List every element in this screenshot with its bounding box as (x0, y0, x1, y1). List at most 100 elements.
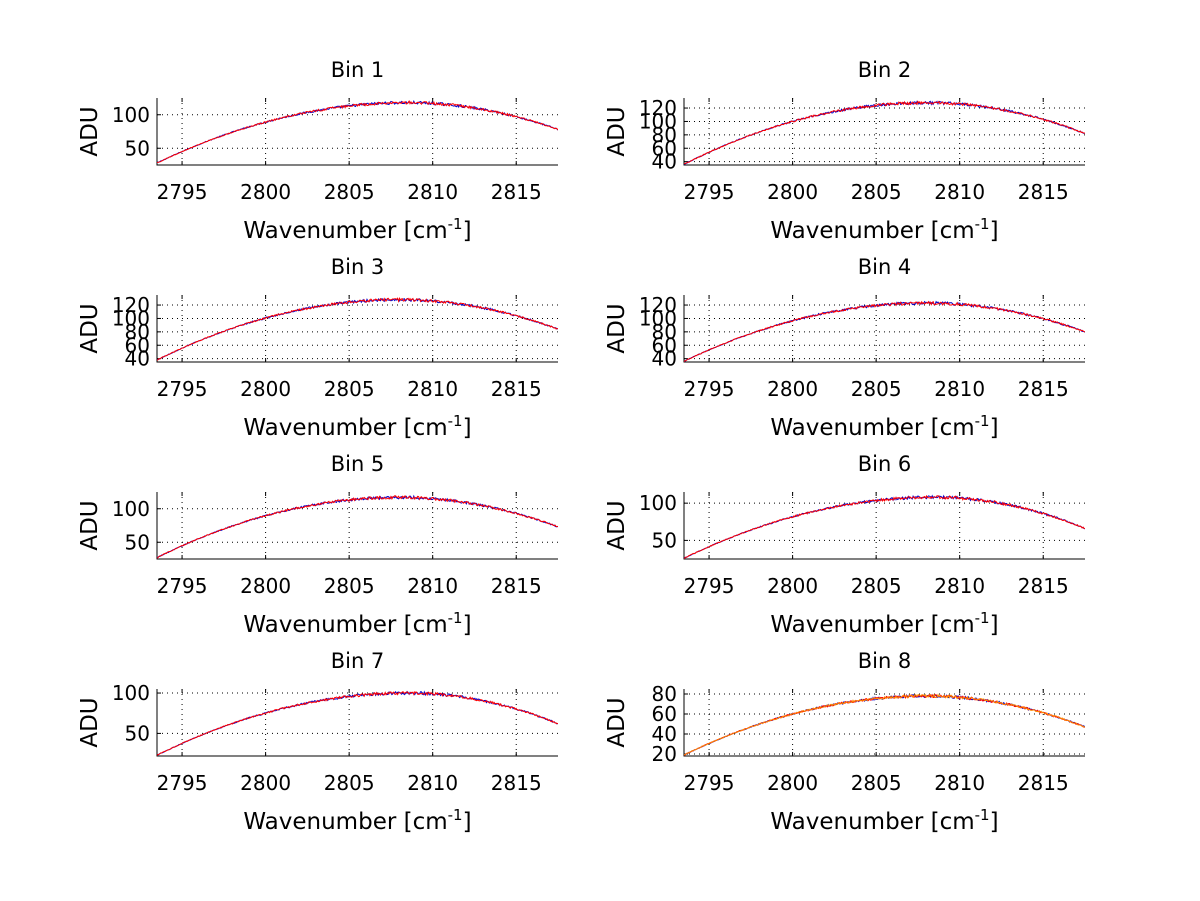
y-tick-label: 80 (652, 682, 677, 706)
x-tick-label: 2815 (1018, 180, 1069, 204)
y-tick-label: 80 (652, 123, 677, 147)
y-tick-label: 100 (112, 497, 150, 521)
axes (683, 492, 1085, 560)
y-tick-label: 120 (639, 293, 677, 317)
x-axis-label: Wavenumber [cm-1] (770, 609, 998, 638)
y-tick-label: 20 (652, 742, 677, 766)
x-tick-label: 2815 (1018, 377, 1069, 401)
series-line-blue (684, 494, 1085, 559)
y-axis-label: ADU (604, 697, 630, 747)
series-line-red (684, 300, 1085, 362)
x-axis-label: Wavenumber [cm-1] (243, 609, 471, 638)
series-line-blue (157, 298, 558, 361)
x-axis-label-main: Wavenumber [cm (770, 218, 974, 244)
x-axis-label-main: Wavenumber [cm (243, 415, 447, 441)
y-tick-label: 50 (125, 721, 150, 745)
y-tick-label: 100 (112, 681, 150, 705)
y-tick-label: 50 (125, 530, 150, 554)
y-tick-label: 50 (652, 528, 677, 552)
x-tick-label: 2795 (684, 377, 735, 401)
chart-panel-5: Bin 5 2795 2800 2805 2810 2815 50 100 Wavenumber… (77, 452, 558, 638)
y-axis-label: ADU (77, 500, 103, 550)
y-tick-label: 60 (125, 333, 150, 357)
x-axis-label-end: ] (463, 809, 472, 835)
x-tick-label: 2795 (157, 377, 208, 401)
x-axis-label: Wavenumber [cm-1] (243, 412, 471, 441)
x-tick-label: 2805 (324, 377, 375, 401)
y-tick-label: 100 (112, 103, 150, 127)
x-tick-label: 2815 (491, 377, 542, 401)
x-tick-label: 2800 (240, 574, 291, 598)
x-tick-label: 2810 (407, 180, 458, 204)
chart-title: Bin 5 (331, 452, 385, 476)
y-tick-label: 40 (652, 722, 677, 746)
y-tick-label: 100 (639, 491, 677, 515)
y-tick-label: 40 (652, 150, 677, 174)
x-axis-label-sup: -1 (448, 412, 463, 430)
x-tick-label: 2795 (157, 574, 208, 598)
x-tick-label: 2800 (767, 377, 818, 401)
chart-panel-7: Bin 7 2795 2800 2805 2810 2815 50 100 Wavenumber… (77, 649, 558, 835)
x-axis-label-sup: -1 (448, 215, 463, 233)
axes (156, 689, 558, 757)
y-tick-label: 80 (652, 320, 677, 344)
chart-title: Bin 4 (858, 255, 912, 279)
x-axis-label: Wavenumber [cm-1] (770, 806, 998, 835)
series-line-blue (157, 690, 558, 756)
x-axis-label-end: ] (463, 415, 472, 441)
x-tick-label: 2805 (851, 771, 902, 795)
x-axis-label-main: Wavenumber [cm (770, 612, 974, 638)
series-line-blue (684, 693, 1085, 756)
x-tick-label: 2810 (934, 377, 985, 401)
x-axis-label-sup: -1 (975, 806, 990, 824)
x-axis-label-main: Wavenumber [cm (243, 218, 447, 244)
series-line-red (157, 691, 558, 756)
x-axis-label-main: Wavenumber [cm (770, 809, 974, 835)
y-axis-label: ADU (604, 500, 630, 550)
axes (156, 492, 558, 560)
series-line-blue (684, 100, 1085, 165)
x-tick-label: 2800 (767, 574, 818, 598)
series-line-red (684, 100, 1085, 165)
x-tick-label: 2815 (1018, 771, 1069, 795)
x-axis-label: Wavenumber [cm-1] (770, 215, 998, 244)
y-axis-label: ADU (77, 303, 103, 353)
y-tick-label: 100 (639, 306, 677, 330)
x-tick-label: 2805 (851, 180, 902, 204)
x-tick-label: 2795 (684, 771, 735, 795)
axes (683, 98, 1085, 166)
axes (683, 689, 1085, 757)
x-axis-label-sup: -1 (975, 609, 990, 627)
x-axis-label-main: Wavenumber [cm (243, 809, 447, 835)
x-axis-label-main: Wavenumber [cm (770, 415, 974, 441)
y-axis-label: ADU (604, 106, 630, 156)
y-axis-label: ADU (604, 303, 630, 353)
chart-title: Bin 7 (331, 649, 385, 673)
axes (683, 295, 1085, 363)
chart-title: Bin 8 (858, 649, 912, 673)
x-tick-label: 2795 (157, 771, 208, 795)
x-tick-label: 2815 (1018, 574, 1069, 598)
y-tick-label: 60 (652, 702, 677, 726)
x-tick-label: 2805 (851, 574, 902, 598)
chart-title: Bin 3 (331, 255, 385, 279)
x-tick-label: 2815 (491, 771, 542, 795)
axes (156, 295, 558, 363)
x-tick-label: 2795 (684, 574, 735, 598)
series-line-red (157, 297, 558, 361)
x-tick-label: 2810 (934, 574, 985, 598)
x-tick-label: 2795 (684, 180, 735, 204)
y-axis-label: ADU (77, 106, 103, 156)
series-line-blue (157, 494, 558, 558)
y-tick-label: 120 (112, 293, 150, 317)
series-line-blue (157, 99, 558, 164)
x-axis-label-sup: -1 (975, 412, 990, 430)
x-axis-label-end: ] (990, 218, 999, 244)
x-tick-label: 2800 (767, 771, 818, 795)
y-tick-label: 40 (125, 347, 150, 371)
x-tick-label: 2805 (324, 771, 375, 795)
chart-title: Bin 1 (331, 58, 385, 82)
x-tick-label: 2800 (240, 771, 291, 795)
